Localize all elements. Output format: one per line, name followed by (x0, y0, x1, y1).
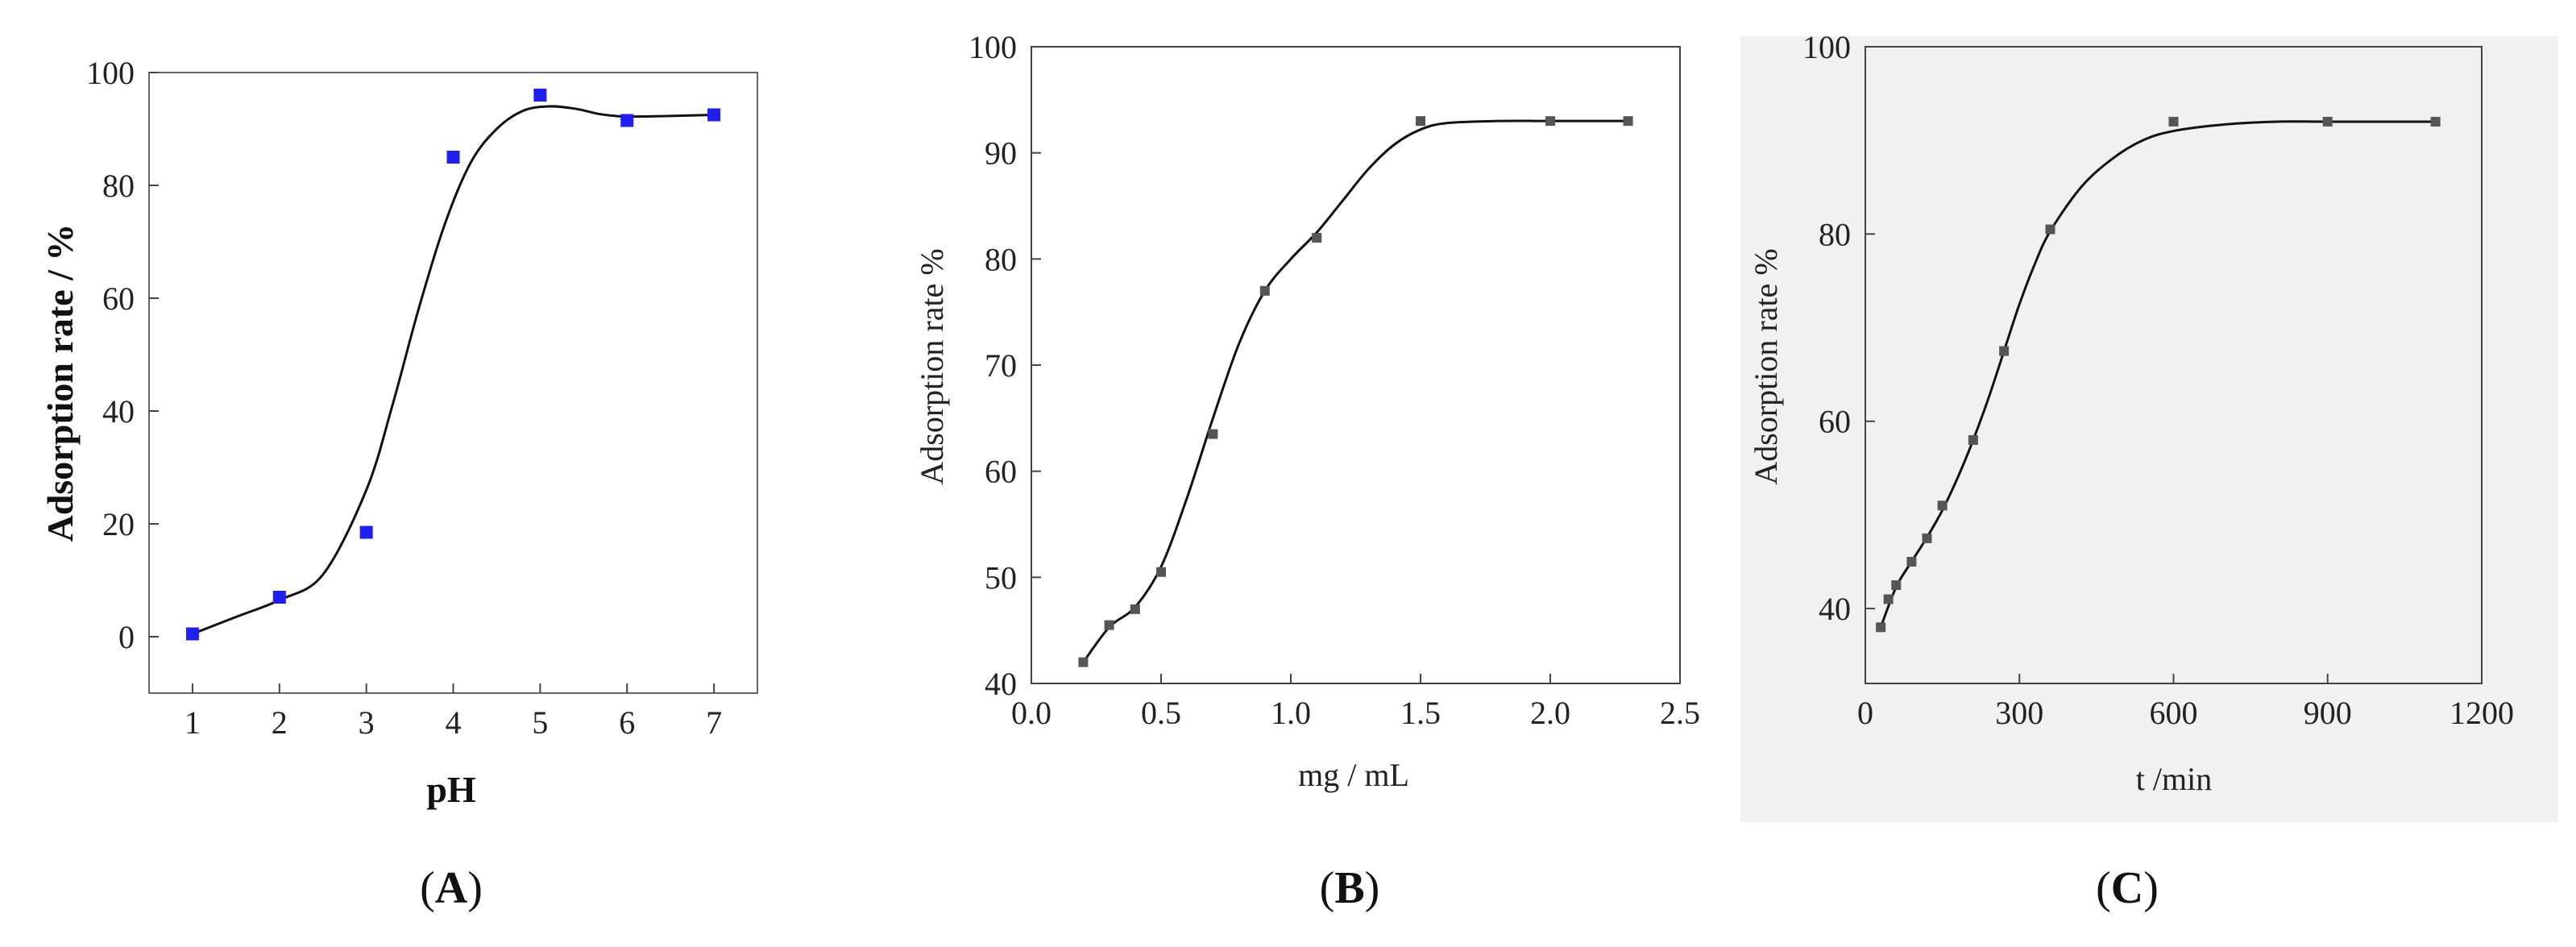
data-point (272, 591, 286, 604)
panel-a-ylabel: Adsorption rate / % (39, 224, 81, 542)
y-tick-label: 100 (86, 55, 135, 91)
x-tick-label: 0.5 (1141, 695, 1181, 731)
panel-c-xlabel: t /min (2136, 761, 2212, 797)
data-point (185, 627, 199, 641)
x-tick-label: 0.0 (1011, 695, 1052, 731)
data-point (446, 151, 460, 164)
fit-curve (1879, 120, 2436, 628)
y-tick-label: 40 (102, 393, 135, 430)
data-point (1208, 429, 1218, 439)
data-point (1259, 285, 1270, 296)
panel-a-caption: (A) (420, 863, 483, 913)
panel-c-caption: (C) (2096, 863, 2159, 913)
panel-b-xlabel: mg / mL (1298, 757, 1409, 793)
y-tick-label: 40 (985, 666, 1017, 702)
panel-b-ylabel: Adsorption rate % (914, 248, 950, 484)
panel-a-xlabel: pH (426, 769, 476, 810)
panel-a-caption-letter: A (435, 863, 468, 913)
x-tick-label: 5 (532, 704, 548, 741)
data-point (1891, 580, 1902, 591)
data-point (533, 89, 547, 102)
data-point (1922, 533, 1932, 543)
data-point (1937, 500, 1948, 511)
x-tick-label: 600 (2150, 695, 2198, 731)
y-tick-label: 40 (1819, 591, 1851, 627)
y-tick-label: 60 (1819, 404, 1851, 440)
fit-curve (1082, 119, 1628, 663)
data-point (1906, 556, 1917, 567)
data-point (1968, 434, 1978, 445)
y-tick-label: 80 (102, 168, 135, 204)
x-tick-label: 300 (1995, 695, 2043, 731)
y-tick-label: 100 (969, 29, 1017, 65)
x-tick-label: 900 (2304, 695, 2352, 731)
x-tick-label: 1.0 (1271, 695, 1311, 731)
panel-b-caption: (B) (1320, 863, 1380, 913)
x-tick-label: 1200 (2449, 695, 2514, 731)
data-point (707, 108, 721, 122)
data-point (1416, 116, 1425, 127)
panel-b-chart: 0.0 0.5 1.0 1.5 2.0 2.5 40 50 60 70 80 90 100 mg / m… (914, 29, 1700, 913)
data-point (1078, 657, 1089, 667)
data-point (1130, 604, 1140, 614)
x-tick-label: 6 (619, 704, 635, 741)
data-point (1999, 346, 2010, 356)
y-tick-label: 100 (1802, 29, 1851, 65)
x-tick-label: 3 (359, 704, 375, 741)
panel-c-chart: 0 300 600 900 1200 40 60 80 100 t /min Adsorptio… (1740, 29, 2558, 913)
data-point (1876, 622, 1886, 633)
data-point (2322, 116, 2333, 127)
y-tick-label: 90 (985, 135, 1017, 172)
y-tick-label: 80 (985, 241, 1017, 277)
data-point (2045, 224, 2055, 235)
x-tick-label: 0 (1857, 695, 1873, 731)
panel-a-frame (148, 72, 758, 694)
data-point (1545, 116, 1555, 127)
panel-a-chart: 1 2 3 4 5 6 7 0 20 40 60 80 100 pH Adsorption rate /… (39, 55, 758, 913)
panel-c-caption-letter: C (2111, 863, 2143, 913)
panel-b-frame (1031, 46, 1681, 684)
y-tick-label: 50 (985, 559, 1017, 596)
data-point (1883, 594, 1894, 604)
data-point (1312, 233, 1322, 243)
panel-b-caption-letter: B (1334, 863, 1364, 913)
y-tick-label: 60 (102, 280, 135, 317)
x-tick-label: 2 (272, 704, 288, 741)
x-tick-label: 2.0 (1530, 695, 1570, 731)
x-tick-label: 4 (446, 704, 462, 741)
data-point (620, 114, 634, 127)
y-tick-label: 80 (1819, 216, 1851, 252)
y-tick-label: 60 (985, 454, 1017, 490)
data-point (2168, 116, 2179, 127)
data-point (359, 525, 373, 539)
fit-curve (192, 105, 715, 635)
data-point (1623, 116, 1633, 127)
y-tick-label: 0 (118, 619, 135, 655)
panel-c-ylabel: Adsorption rate % (1748, 248, 1784, 484)
y-tick-label: 70 (985, 347, 1017, 384)
data-point (2430, 116, 2441, 127)
x-tick-label: 2.5 (1660, 695, 1700, 731)
panel-c-background (1740, 36, 2558, 822)
data-point (1156, 567, 1166, 577)
x-tick-label: 7 (706, 704, 722, 741)
data-point (1104, 620, 1114, 630)
x-tick-label: 1.5 (1400, 695, 1441, 731)
y-tick-label: 20 (102, 506, 135, 542)
x-tick-label: 1 (185, 704, 201, 741)
